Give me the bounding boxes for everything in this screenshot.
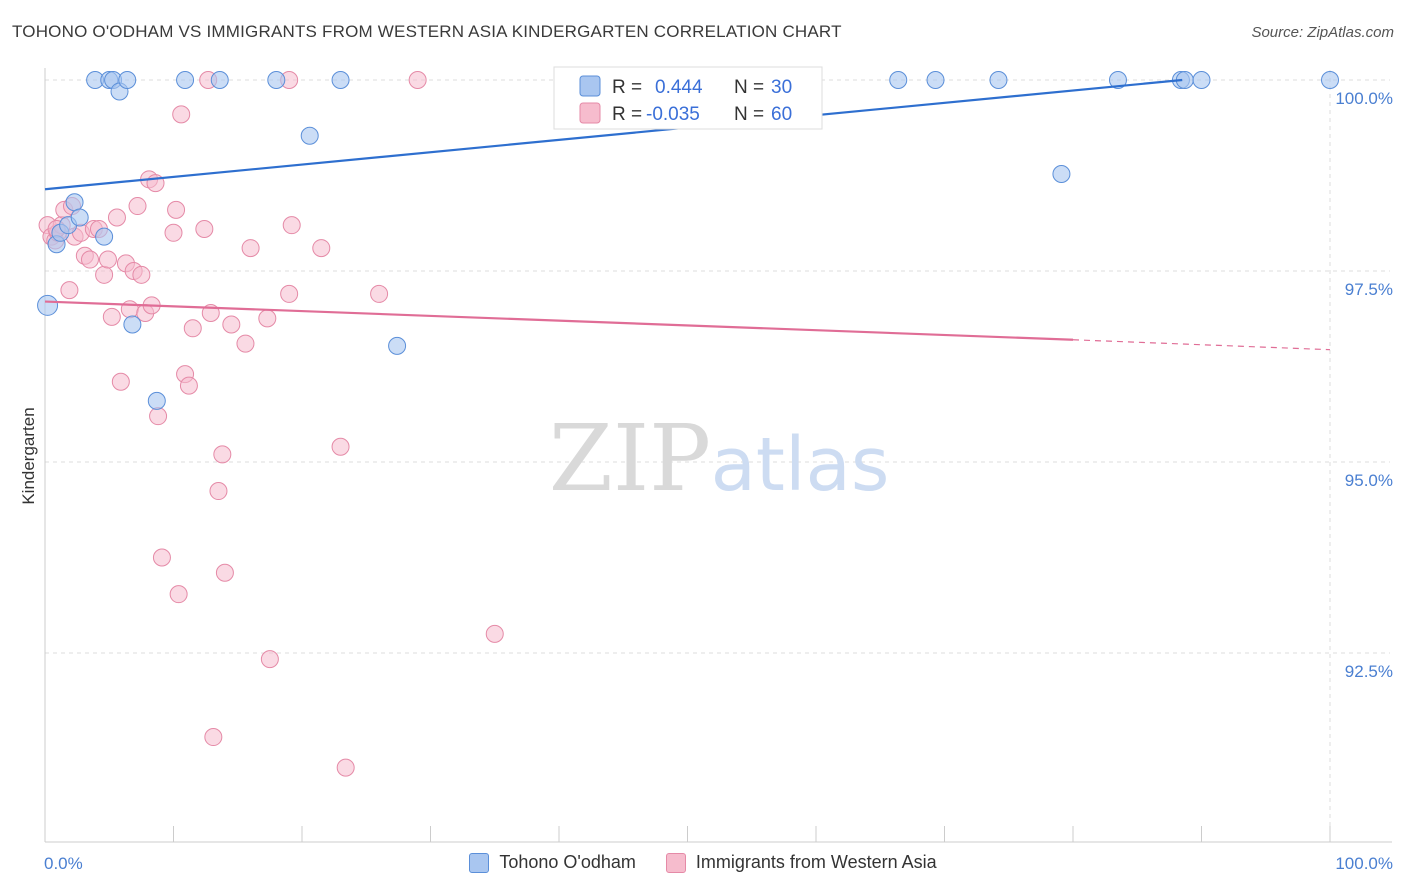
- y-tick-label: 97.5%: [1345, 280, 1393, 299]
- bottom-legend-item-western-asia: Immigrants from Western Asia: [665, 852, 937, 873]
- data-point-western-asia: [80, 250, 99, 269]
- data-point-tohono: [95, 227, 114, 246]
- data-point-tohono: [118, 71, 137, 89]
- y-tick-labels: 100.0% 97.5% 95.0% 92.5%: [1335, 89, 1393, 681]
- data-point-western-asia: [258, 309, 277, 328]
- x-tick-labels: 0.0% 100.0%: [44, 854, 1393, 873]
- x-tick-label: 0.0%: [44, 854, 83, 873]
- y-axis-label: Kindergarten: [19, 407, 38, 504]
- data-point-western-asia: [241, 239, 260, 258]
- trend-line-western-asia: [44, 300, 1074, 341]
- data-point-western-asia: [95, 265, 114, 284]
- data-point-western-asia: [120, 300, 139, 319]
- data-point-western-asia: [280, 284, 299, 303]
- data-point-tohono: [388, 336, 407, 355]
- data-point-tohono: [926, 71, 945, 89]
- trend-line-tohono: [44, 78, 1183, 191]
- data-point-western-asia: [222, 315, 241, 334]
- series-tohono-oodham: [37, 71, 1339, 410]
- data-point-western-asia: [98, 250, 117, 269]
- legend-blue-swatch: [579, 75, 601, 97]
- data-point-western-asia: [149, 407, 168, 426]
- data-point-tohono: [210, 71, 229, 89]
- data-point-western-asia: [331, 437, 350, 456]
- legend-pink-n-value: 60: [771, 104, 792, 125]
- legend-pink-r-value: -0.035: [646, 104, 700, 125]
- data-point-tohono: [176, 71, 195, 89]
- watermark-atlas: atlas: [711, 422, 890, 508]
- legend-blue-r-label: R =: [612, 77, 642, 98]
- data-point-western-asia: [164, 223, 183, 242]
- trend-line-western-asia-extension: [1072, 339, 1331, 351]
- data-point-western-asia: [183, 319, 202, 338]
- data-point-western-asia: [167, 200, 186, 219]
- x-tick-label: 100.0%: [1335, 854, 1393, 873]
- data-point-tohono: [1108, 71, 1127, 89]
- legend-blue-n-label: N =: [734, 77, 764, 98]
- bottom-legend-label-western-asia: Immigrants from Western Asia: [695, 852, 937, 872]
- data-point-western-asia: [204, 728, 223, 747]
- y-tick-label: 100.0%: [1335, 89, 1393, 108]
- legend-blue-n-value: 30: [771, 77, 792, 98]
- data-point-western-asia: [209, 482, 228, 501]
- correlation-legend: R = 0.444 N = 30 R = -0.035 N = 60: [553, 66, 823, 130]
- data-point-western-asia: [111, 372, 130, 391]
- data-point-western-asia: [336, 758, 355, 777]
- data-point-tohono: [889, 71, 908, 89]
- bottom-legend: Tohono O'odham Immigrants from Western A…: [0, 852, 1406, 873]
- data-point-tohono: [65, 193, 84, 212]
- data-point-western-asia: [179, 376, 198, 395]
- bottom-legend-pink-swatch: [665, 852, 686, 873]
- trend-lines: [44, 78, 1331, 351]
- bottom-legend-label-tohono: Tohono O'odham: [499, 852, 636, 872]
- chart-title: TOHONO O'ODHAM VS IMMIGRANTS FROM WESTER…: [12, 22, 842, 41]
- data-point-tohono: [267, 71, 286, 89]
- data-point-western-asia: [152, 548, 171, 567]
- watermark-zip: ZIP: [549, 405, 711, 512]
- data-point-tohono: [1052, 164, 1071, 183]
- data-point-tohono: [331, 71, 350, 89]
- data-point-tohono: [1321, 71, 1339, 89]
- y-tick-label: 95.0%: [1345, 471, 1393, 490]
- data-point-tohono: [1192, 71, 1211, 89]
- data-point-western-asia: [312, 239, 331, 258]
- legend-pink-n-label: N =: [734, 104, 764, 125]
- legend-pink-r-label: R =: [612, 104, 642, 125]
- data-point-western-asia: [60, 281, 79, 300]
- data-point-western-asia: [213, 445, 232, 464]
- bottom-legend-item-tohono: Tohono O'odham: [469, 852, 636, 873]
- bottom-legend-blue-swatch: [469, 852, 490, 873]
- data-point-tohono: [37, 294, 59, 316]
- data-point-western-asia: [172, 105, 191, 124]
- data-point-western-asia: [408, 71, 427, 89]
- data-point-tohono: [300, 126, 319, 145]
- axes: [44, 68, 1392, 843]
- data-point-western-asia: [370, 284, 389, 303]
- data-point-tohono: [989, 71, 1008, 89]
- data-point-tohono: [147, 391, 166, 410]
- data-point-western-asia: [195, 219, 214, 238]
- data-point-western-asia: [128, 197, 147, 216]
- data-point-western-asia: [132, 265, 151, 284]
- data-point-western-asia: [260, 650, 279, 669]
- data-point-western-asia: [282, 216, 301, 235]
- data-point-western-asia: [102, 307, 121, 326]
- data-point-western-asia: [169, 585, 188, 604]
- data-point-western-asia: [236, 334, 255, 353]
- y-tick-label: 92.5%: [1345, 662, 1393, 681]
- data-point-tohono: [123, 315, 142, 334]
- data-point-western-asia: [485, 624, 504, 643]
- legend-pink-swatch: [579, 102, 601, 124]
- data-point-western-asia: [107, 208, 126, 227]
- data-point-western-asia: [215, 563, 234, 582]
- data-point-tohono: [70, 208, 89, 227]
- source-label: Source: ZipAtlas.com: [1251, 24, 1394, 41]
- legend-blue-r-value: 0.444: [655, 77, 703, 98]
